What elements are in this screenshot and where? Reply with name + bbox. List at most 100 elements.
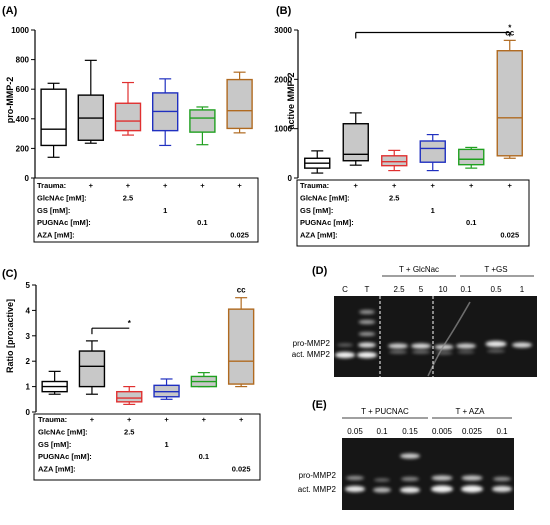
table-cell: 2.5 <box>124 427 134 436</box>
box-3 <box>114 81 142 136</box>
box-body <box>226 78 253 130</box>
y-tick-label: 2 <box>26 357 31 366</box>
table-cell: 2.5 <box>389 193 399 202</box>
table-row-label: GS [mM]: <box>38 440 71 449</box>
table-cell: + <box>237 181 242 190</box>
significance-bracket: * <box>355 23 512 39</box>
gel-d-lane-label: C <box>342 285 348 294</box>
y-tick-label: 2000 <box>274 75 292 84</box>
gel-band <box>400 453 420 459</box>
panel-e-letter: (E) <box>312 399 327 411</box>
panel-b: (B) active MMP-2 0 1000 2000 3000 *cc Trauma… <box>274 5 530 247</box>
box-body <box>116 390 143 403</box>
gel-d-lane-label: 0.1 <box>460 285 472 294</box>
gel-band <box>401 476 419 482</box>
gel-band <box>400 486 420 494</box>
table-cell: 0.025 <box>500 231 519 240</box>
table-row-label: PUGNAc [mM]: <box>37 218 91 227</box>
table-cell: + <box>508 181 513 190</box>
gel-band <box>487 349 505 353</box>
panel-c-plot: 0 1 2 3 4 5 * cc <box>26 281 255 417</box>
gel-band <box>346 475 364 481</box>
gel-d-label-pro: pro-MMP2 <box>293 339 331 348</box>
y-tick-label: 1 <box>26 383 31 392</box>
gel-band <box>388 343 408 349</box>
panel-d-letter: (D) <box>312 265 328 277</box>
box-4 <box>151 78 179 147</box>
box-5 <box>189 106 216 146</box>
panel-c-table: Trauma:- + + + + +GlcNAc [mM]: 2.5GS [mM]: 1PUG… <box>33 413 261 481</box>
gel-d-bands <box>335 309 532 359</box>
box-4 <box>419 133 446 172</box>
table-cell: 0.025 <box>232 465 251 474</box>
box-3 <box>381 149 408 172</box>
table-cell: + <box>163 181 168 190</box>
table-cell: + <box>126 181 131 190</box>
box-2 <box>77 59 105 144</box>
gel-d-lane-label: 0.5 <box>490 285 502 294</box>
gel-e-group-header: T + PUCNAC T + AZA <box>342 407 512 419</box>
table-cell: 0.025 <box>230 231 249 240</box>
panel-a-letter: (A) <box>2 5 18 17</box>
gel-d-lane-label: 2.5 <box>393 285 405 294</box>
y-tick-label: 1000 <box>274 125 292 134</box>
gel-band <box>512 342 532 348</box>
gel-e-lane-label: 0.15 <box>402 427 418 436</box>
y-tick-label: 5 <box>26 281 31 290</box>
gel-e-lane-label: 0.1 <box>376 427 388 436</box>
table-cell: + <box>354 181 359 190</box>
panel-b-table: Trauma:- + + + + + GlcNAc [mM]: 2.5 GS [mM]: 1 PUG… <box>296 179 530 247</box>
box-body <box>114 102 142 132</box>
gel-band <box>389 350 407 354</box>
table-cell: 1 <box>164 440 168 449</box>
table-cell: + <box>431 181 436 190</box>
box-body <box>458 148 485 166</box>
gel-e-label-act: act. MMP2 <box>298 485 337 494</box>
box-6 <box>226 71 253 134</box>
gel-band <box>485 340 507 348</box>
gel-band <box>411 343 431 349</box>
gel-band <box>359 309 375 315</box>
table-cell: - <box>316 181 319 190</box>
panel-c-letter: (C) <box>2 268 18 280</box>
table-row-label: GlcNAc [mM]: <box>38 427 88 436</box>
table-row-label: GlcNAc [mM]: <box>300 193 350 202</box>
gel-band <box>461 485 483 493</box>
gel-d-lane-label: 1 <box>520 285 525 294</box>
gel-e-lane-label: 0.025 <box>462 427 483 436</box>
gel-band <box>493 476 511 482</box>
y-tick-label: 400 <box>16 115 30 124</box>
panel-b-plot: 0 1000 2000 3000 *cc <box>274 23 523 183</box>
table-row-label: Trauma: <box>38 415 67 424</box>
gel-band <box>431 475 453 481</box>
table-cell: 2.5 <box>123 193 133 202</box>
box-5 <box>190 372 218 388</box>
box-2 <box>78 340 106 395</box>
y-tick-label: 800 <box>16 56 30 65</box>
significance-star: * <box>128 319 132 328</box>
gel-band <box>461 475 483 481</box>
gel-d-label-act: act. MMP2 <box>292 350 331 359</box>
gel-band <box>434 344 454 350</box>
table-row-label: GS [mM]: <box>37 206 70 215</box>
y-tick-label: 200 <box>16 144 30 153</box>
gel-band <box>457 350 475 354</box>
gel-band <box>345 485 365 493</box>
table-row-label: AZA [mM]: <box>300 231 338 240</box>
box-1 <box>41 370 68 395</box>
panel-c-table-frame <box>33 413 261 481</box>
gel-e-lane-label: 0.1 <box>496 427 508 436</box>
gel-e-lane-label: 0.005 <box>432 427 453 436</box>
y-tick-label: 0 <box>26 408 31 417</box>
panel-b-table-frame <box>296 179 530 247</box>
gel-d-group-glcnac: T + GlcNac <box>399 265 439 274</box>
table-cell: - <box>53 415 56 424</box>
panel-e: (E) T + PUCNAC T + AZA 0.05 0.1 0.15 0.005 0… <box>298 399 514 510</box>
table-cell: + <box>89 181 94 190</box>
table-cell: + <box>127 415 132 424</box>
gel-d-group-header: T + GlcNac T +GS <box>382 265 534 277</box>
table-cell: + <box>90 415 95 424</box>
table-row-label: AZA [mM]: <box>37 231 75 240</box>
box-6 <box>496 39 523 159</box>
